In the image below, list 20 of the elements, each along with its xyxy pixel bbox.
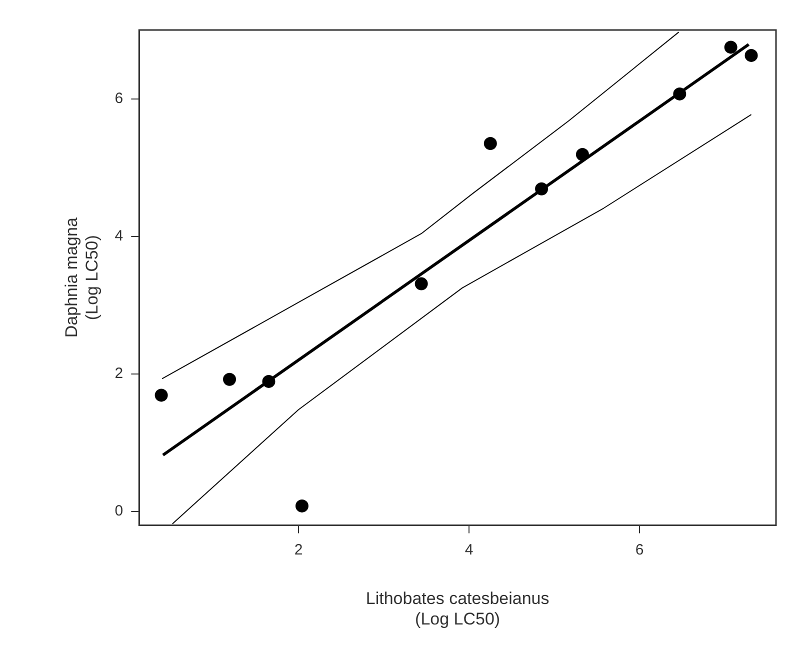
y-tick-label: 2 <box>114 365 124 382</box>
point <box>484 136 497 150</box>
point <box>673 87 686 100</box>
point <box>535 182 548 196</box>
point <box>223 372 236 386</box>
point <box>295 499 308 512</box>
point <box>262 374 276 388</box>
y-tick-label: 0 <box>114 502 124 520</box>
x-tick-label: 6 <box>635 541 644 558</box>
point <box>154 388 168 402</box>
x-tick-label: 2 <box>294 541 303 558</box>
point <box>744 48 758 62</box>
y-axis-title: Daphnia magna (Log LC50) <box>62 217 102 338</box>
y-tick-label: 4 <box>114 227 124 244</box>
y-tick-label: 6 <box>114 90 124 107</box>
x-tick-label: 4 <box>464 541 474 558</box>
point <box>724 40 738 54</box>
point <box>576 148 589 161</box>
point <box>414 277 428 290</box>
x-axis-title: Lithobates catesbeianus (Log LC50) <box>366 589 550 628</box>
